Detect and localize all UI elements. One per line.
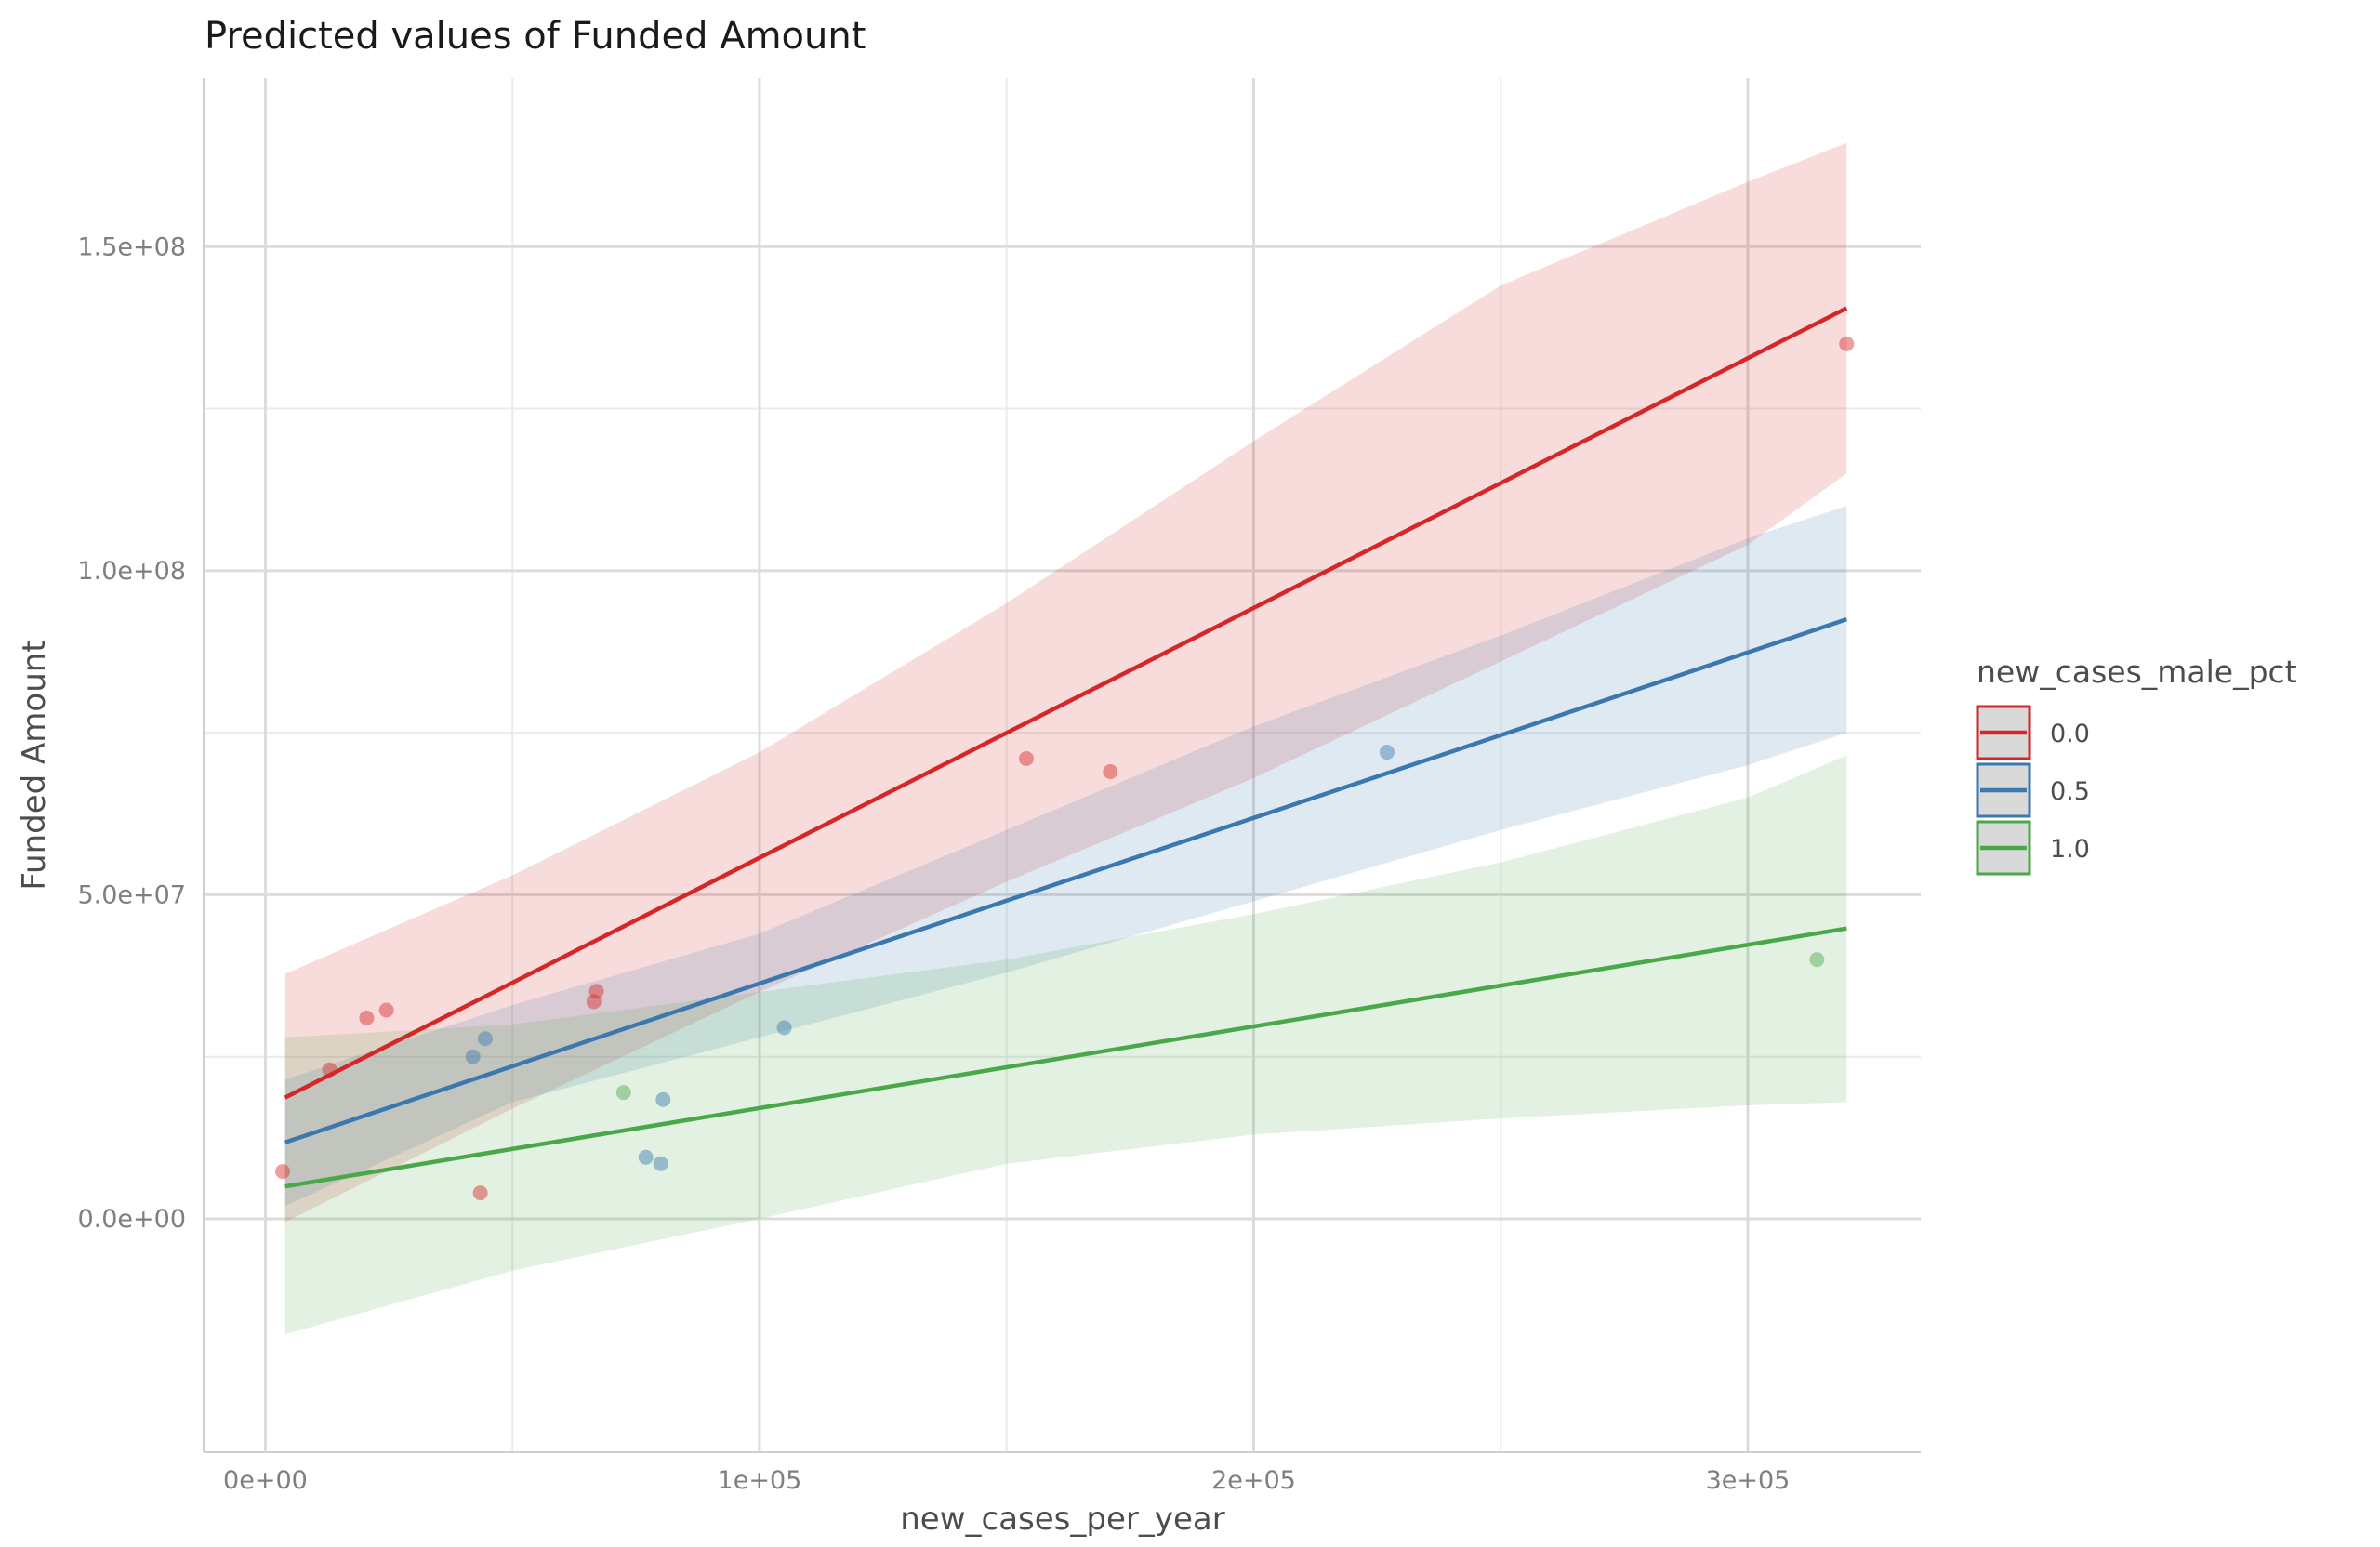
data-point: [378, 1002, 394, 1018]
confidence-band-0.5: [284, 506, 1847, 1207]
data-point: [588, 984, 604, 999]
data-point: [776, 1020, 792, 1036]
data-point: [638, 1149, 654, 1165]
legend-label-0.0: 0.0: [2050, 720, 2090, 748]
x-tick-label: 0e+00: [223, 1466, 308, 1495]
x-tick-label: 3e+05: [1706, 1466, 1791, 1495]
legend: new_cases_male_pct 0.0 0.5 1.0: [1976, 654, 2297, 876]
x-axis-ticks: 0e+00 1e+05 2e+05 3e+05: [223, 1466, 1790, 1495]
data-point: [275, 1164, 291, 1180]
prediction-lines: [284, 306, 1848, 1189]
data-point: [586, 994, 602, 1010]
data-point: [1809, 952, 1825, 968]
data-point: [465, 1049, 481, 1064]
data-point: [655, 1091, 671, 1107]
data-point: [615, 1085, 631, 1101]
data-points: [275, 336, 1855, 1201]
y-axis-ticks: 0.0e+00 5.0e+07 1.0e+08 1.5e+08: [77, 232, 186, 1234]
data-point: [1839, 336, 1855, 351]
data-point: [653, 1156, 668, 1171]
prediction-line-0.5: [284, 616, 1848, 1144]
y-tick-label: 1.5e+08: [77, 232, 186, 261]
legend-items: 0.0 0.5 1.0: [1976, 705, 2090, 876]
data-point: [359, 1010, 375, 1025]
confidence-band-0.0: [284, 142, 1847, 1223]
data-point: [1103, 763, 1118, 779]
minor-gridlines: [204, 78, 1921, 1452]
legend-label-1.0: 1.0: [2050, 835, 2090, 864]
chart-title: Predicted values of Funded Amount: [205, 15, 866, 58]
data-point: [1018, 751, 1034, 767]
y-tick-label: 1.0e+08: [77, 557, 186, 586]
x-tick-label: 1e+05: [718, 1466, 802, 1495]
y-tick-label: 5.0e+07: [77, 880, 186, 909]
x-tick-label: 2e+05: [1211, 1466, 1296, 1495]
data-point: [472, 1185, 488, 1201]
y-axis-title: Funded Amount: [16, 640, 53, 890]
prediction-line-0.0: [284, 306, 1848, 1100]
confidence-ribbons: [284, 142, 1847, 1335]
legend-title: new_cases_male_pct: [1977, 654, 2297, 690]
legend-label-0.5: 0.5: [2050, 777, 2090, 806]
prediction-line-1.0: [284, 926, 1847, 1189]
major-gridlines: [204, 78, 1921, 1452]
data-point: [1379, 745, 1395, 760]
confidence-band-1.0: [284, 755, 1847, 1335]
y-tick-label: 0.0e+00: [77, 1205, 186, 1234]
data-point: [477, 1031, 493, 1047]
x-axis-title: new_cases_per_year: [900, 1501, 1225, 1538]
